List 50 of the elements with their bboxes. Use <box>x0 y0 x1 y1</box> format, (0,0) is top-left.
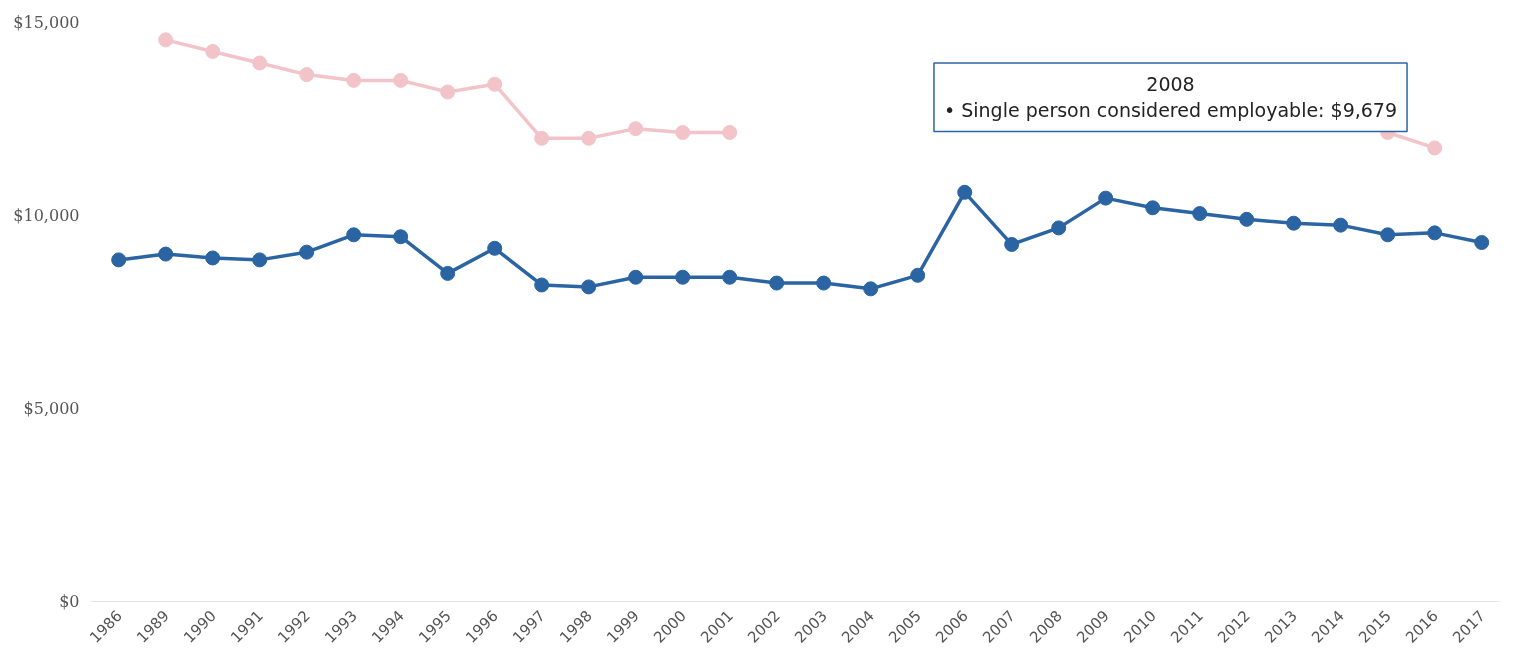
point <box>675 125 691 140</box>
point <box>205 250 221 266</box>
point <box>1427 225 1443 241</box>
point <box>1098 190 1114 206</box>
point <box>252 55 268 71</box>
point <box>722 125 738 140</box>
point <box>487 76 503 92</box>
point <box>957 184 973 200</box>
point <box>299 67 315 83</box>
point <box>1192 206 1208 222</box>
point <box>581 130 597 146</box>
point <box>628 121 644 137</box>
point <box>346 72 362 88</box>
point <box>111 252 127 268</box>
point <box>1239 211 1255 227</box>
y-tick-label: $15,000 <box>13 13 80 32</box>
point <box>534 277 550 293</box>
y-tick-label: $5,000 <box>23 399 80 418</box>
point <box>158 246 174 262</box>
point <box>1145 200 1161 216</box>
point <box>299 244 315 260</box>
point <box>816 275 832 291</box>
y-tick-label: $0 <box>59 592 80 611</box>
point <box>487 240 503 256</box>
point <box>1380 227 1396 243</box>
point <box>1333 217 1349 233</box>
point <box>722 269 738 285</box>
point <box>205 43 221 59</box>
point <box>440 84 456 100</box>
point <box>1051 220 1067 236</box>
point <box>393 72 409 88</box>
point <box>252 252 268 268</box>
point <box>863 281 879 297</box>
annotation: 2008 <box>1146 73 1195 96</box>
y-tick-label: $10,000 <box>13 206 80 225</box>
point <box>675 269 691 285</box>
annotation: • Single person considered employable: $9,679 <box>943 99 1398 122</box>
point <box>1427 140 1443 156</box>
point <box>393 229 409 245</box>
point <box>769 275 785 291</box>
point <box>910 267 926 283</box>
point <box>1286 215 1302 231</box>
point <box>1004 236 1020 252</box>
point <box>158 32 174 48</box>
point <box>628 269 644 285</box>
point <box>346 227 362 243</box>
point <box>581 279 597 295</box>
point <box>534 130 550 146</box>
point <box>1474 235 1490 251</box>
point <box>440 265 456 281</box>
